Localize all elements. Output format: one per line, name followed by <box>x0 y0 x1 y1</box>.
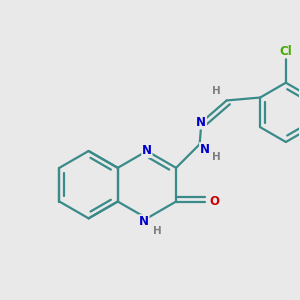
Text: N: N <box>196 116 206 129</box>
Text: H: H <box>212 152 221 162</box>
Text: N: N <box>142 145 152 158</box>
Text: H: H <box>212 85 221 96</box>
Text: Cl: Cl <box>280 45 292 58</box>
Text: H: H <box>153 226 162 236</box>
Text: N: N <box>200 143 210 156</box>
Text: O: O <box>210 195 220 208</box>
Text: N: N <box>139 215 149 228</box>
